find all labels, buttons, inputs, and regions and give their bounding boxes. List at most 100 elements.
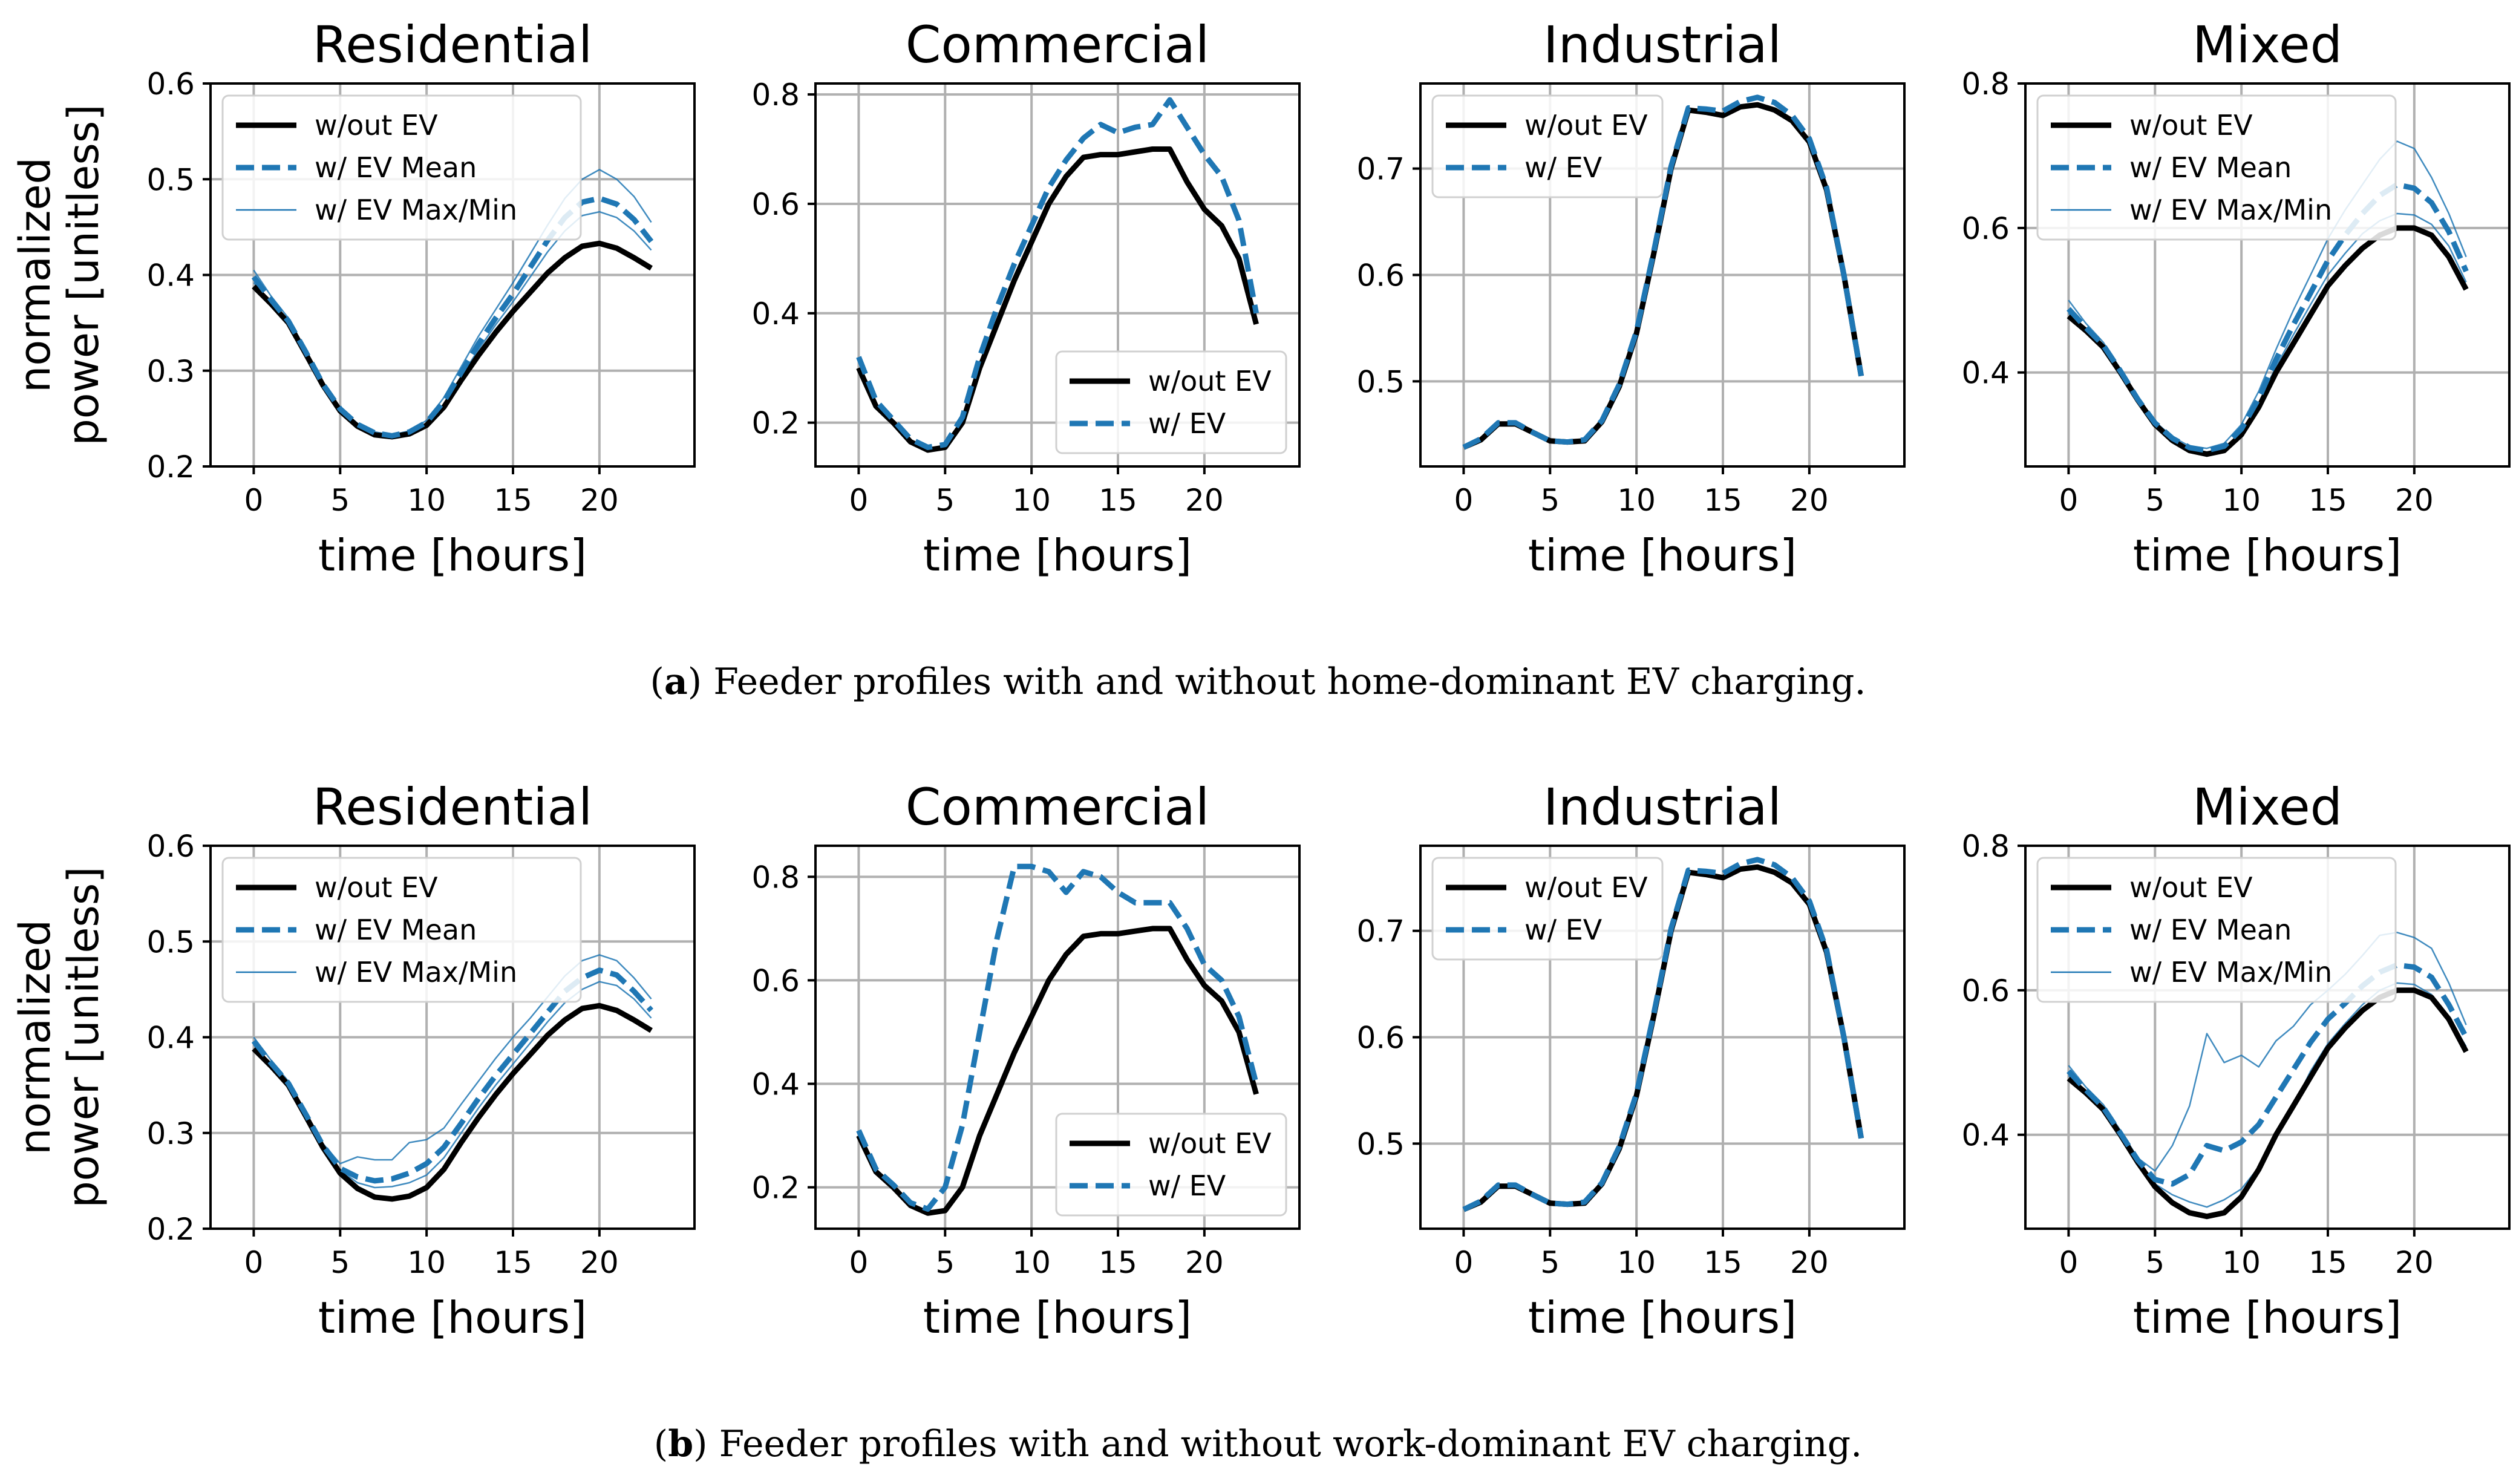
legend-label: w/out EV [315, 109, 438, 142]
legend-label: w/ EV [1148, 407, 1226, 440]
x-tick-label: 15 [2309, 1245, 2347, 1280]
x-tick-label: 5 [1540, 483, 1560, 518]
legend-label: w/ EV [1524, 151, 1603, 184]
y-tick-label: 0.6 [1356, 1021, 1405, 1056]
legend-label: w/ EV [1524, 914, 1603, 946]
series-line-w-ev [1462, 94, 1864, 450]
legend-box [2036, 94, 2397, 241]
legend-label: w/ EV Mean [315, 914, 477, 946]
y-tick-label: 0.8 [1961, 829, 2010, 864]
legend: w/out EV w/ EV [1431, 94, 1664, 198]
legend-box [221, 94, 582, 241]
legend-box [2036, 857, 2397, 1003]
x-tick-label: 15 [1099, 483, 1137, 518]
caption-b-text: ) Feeder profiles with and without work-… [693, 1423, 1863, 1465]
x-tick-label: 0 [849, 1245, 869, 1280]
chart-title: Mixed [2192, 15, 2342, 74]
series-line-w-ev-mean [251, 195, 654, 439]
series-line-w-ev [1462, 857, 1864, 1212]
x-tick-label: 10 [2222, 1245, 2261, 1280]
series-line-w-out-ev [252, 240, 653, 440]
x-tick-label: 20 [1790, 1245, 1829, 1280]
series-group [856, 97, 1260, 453]
legend: w/out EV w/ EV Mean w/ EV Max/Min [221, 94, 582, 241]
x-tick-label: 0 [2059, 1245, 2079, 1280]
x-axis-label: time [hours] [923, 1292, 1192, 1343]
x-tick-label: 20 [2395, 483, 2434, 518]
y-tick-label: 0.2 [146, 449, 195, 485]
x-tick-label: 10 [407, 1245, 446, 1280]
x-tick-label: 20 [580, 1245, 619, 1280]
series-line-w-out-ev [856, 926, 1259, 1216]
y-tick-label: 0.4 [1961, 1118, 2010, 1153]
x-tick-label: 15 [494, 1245, 532, 1280]
x-tick-label: 5 [330, 1245, 350, 1280]
axes-frame [814, 845, 1301, 1230]
chart-title: Residential [313, 15, 593, 74]
x-tick-label: 10 [1617, 483, 1656, 518]
series-line-w-ev-mean [251, 967, 653, 1184]
caption-a: (a) Feeder profiles with and without hom… [650, 661, 1866, 703]
x-tick-label: 0 [244, 1245, 264, 1280]
chart-title: Residential [313, 777, 593, 837]
x-tick-label: 20 [2395, 1245, 2434, 1280]
legend-label: w/ EV Max/Min [2129, 956, 2332, 989]
legend: w/out EV w/ EV Mean w/ EV Max/Min [2036, 857, 2397, 1003]
chart-b-residential: 0 5 10 15 20 0.2 0.3 0.4 0.5 0.6 Residential time [… [10, 777, 696, 1343]
series-line-w-ev [856, 863, 1259, 1212]
x-tick-label: 0 [2059, 483, 2079, 518]
legend-box [1431, 94, 1664, 198]
x-axis-label: time [hours] [2133, 530, 2402, 581]
legend-label: w/ EV Max/Min [315, 194, 517, 226]
y-tick-label: 0.6 [1961, 973, 2010, 1008]
legend: w/out EV w/ EV Mean w/ EV Max/Min [2036, 94, 2397, 241]
x-axis-label: time [hours] [923, 530, 1192, 581]
legend: w/out EV w/ EV [1431, 857, 1664, 961]
y-tick-label: 0.4 [146, 258, 195, 293]
x-tick-label: 20 [1185, 483, 1224, 518]
y-tick-label: 0.6 [751, 187, 800, 222]
series-line-w-out-ev [252, 1002, 653, 1202]
legend-label: w/ EV Max/Min [315, 956, 517, 989]
x-axis-label: time [hours] [2133, 1292, 2402, 1343]
series-line-w-ev-mean [2067, 962, 2469, 1187]
y-tick-label: 0.5 [1356, 1126, 1405, 1162]
x-tick-label: 0 [849, 483, 869, 518]
chart-title: Commercial [906, 15, 1209, 74]
legend-box [1431, 857, 1664, 961]
series-group [2067, 932, 2469, 1220]
series-line-w-out-ev [2067, 987, 2469, 1220]
y-tick-label: 0.5 [1356, 364, 1405, 399]
legend-label: w/ EV Mean [2129, 151, 2292, 184]
y-tick-label: 0.3 [146, 354, 195, 389]
legend-box [1055, 1113, 1287, 1217]
y-tick-label: 0.4 [751, 296, 800, 332]
y-tick-label: 0.6 [146, 829, 195, 864]
x-tick-label: 10 [1012, 483, 1051, 518]
chart-title: Commercial [906, 777, 1209, 837]
x-tick-label: 10 [1617, 1245, 1656, 1280]
legend-label: w/out EV [1524, 871, 1648, 904]
chart-title: Industrial [1543, 777, 1782, 837]
y-tick-label: 0.4 [1961, 356, 2010, 391]
x-axis-label: time [hours] [318, 530, 587, 581]
x-tick-label: 15 [1704, 483, 1742, 518]
y-tick-label: 0.4 [146, 1021, 195, 1056]
series-group [251, 954, 653, 1202]
x-tick-label: 5 [2145, 1245, 2165, 1280]
x-tick-label: 10 [2222, 483, 2261, 518]
chart-a-mixed: 0 5 10 15 20 0.4 0.6 0.8 Mixed time [hours] w/out … [1961, 15, 2511, 581]
x-tick-label: 15 [2309, 483, 2347, 518]
y-tick-label: 0.7 [1356, 152, 1405, 187]
y-tick-label: 0.5 [146, 924, 195, 959]
y-tick-label: 0.2 [146, 1212, 195, 1247]
series-group [2067, 140, 2469, 457]
series-group [856, 863, 1259, 1216]
y-axis-label-line2: power [unitless] [59, 866, 108, 1208]
axes-frame [2024, 82, 2511, 468]
x-tick-label: 10 [407, 483, 446, 518]
y-tick-label: 0.8 [1961, 67, 2010, 102]
legend-box [1055, 350, 1287, 454]
x-tick-label: 0 [1454, 483, 1474, 518]
y-tick-label: 0.5 [146, 162, 195, 197]
